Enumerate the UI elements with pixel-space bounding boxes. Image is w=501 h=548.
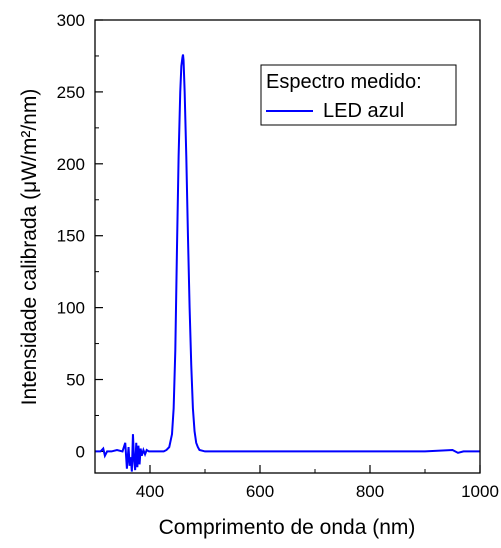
x-tick-label: 600: [246, 482, 274, 501]
legend-series-label: LED azul: [323, 100, 404, 122]
y-tick-label: 250: [57, 83, 85, 102]
x-axis-title: Comprimento de onda (nm): [159, 516, 416, 539]
y-tick-label: 150: [57, 227, 85, 246]
tick-labels: 400 600 800 1000 0 50 100 150 200 250 300: [57, 11, 499, 501]
y-tick-label: 100: [57, 299, 85, 318]
legend-title: Espectro medido:: [266, 71, 422, 93]
ticks-layer: [94, 19, 481, 473]
x-tick-label: 800: [356, 482, 384, 501]
plot-frame: [94, 19, 481, 474]
y-tick-label: 200: [57, 155, 85, 174]
series-line-led-azul: [95, 54, 480, 472]
y-tick-label: 0: [76, 442, 85, 461]
y-tick-label: 300: [57, 11, 85, 30]
x-tick-label: 400: [136, 482, 164, 501]
x-tick-label: 1000: [461, 482, 499, 501]
y-tick-label: 50: [66, 371, 85, 390]
legend-box: [260, 64, 457, 126]
y-axis-title: Intensidade calibrada (μW/m²/nm): [18, 89, 41, 406]
legend: Espectro medido: LED azul: [260, 64, 457, 126]
